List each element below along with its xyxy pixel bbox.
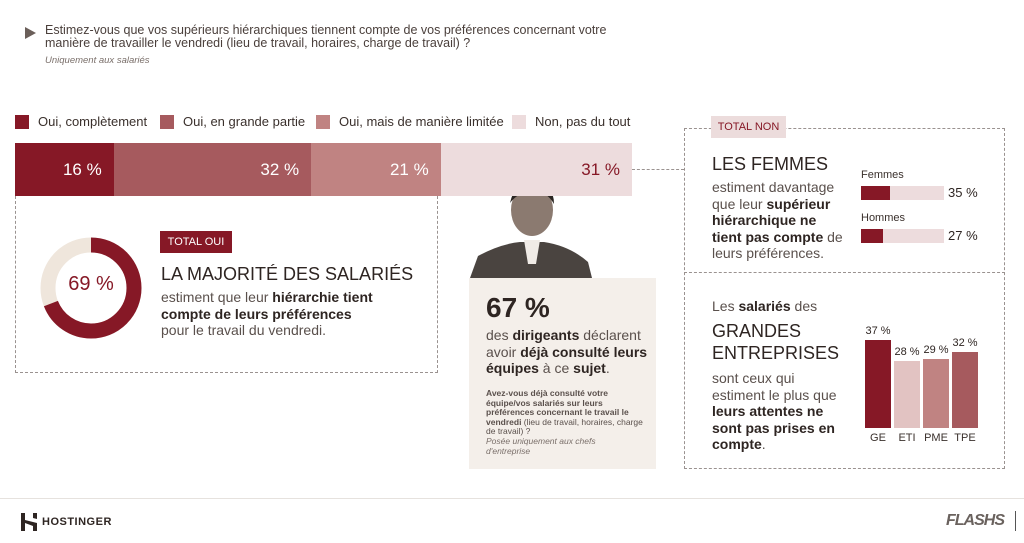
grandes-text: sont ceux qui estiment le plus que leurs…	[712, 370, 837, 452]
dirigeants-stat: 67 %	[486, 292, 550, 323]
size-category-label: GE	[870, 432, 886, 444]
gender-label: Femmes	[861, 169, 904, 181]
legend-label: Oui, complètement	[38, 114, 148, 129]
footer-brand: HOSTINGER	[42, 516, 112, 528]
stacked-segment: 16 %	[15, 143, 114, 196]
gender-label: Hommes	[861, 212, 906, 224]
legend-label: Non, pas du tout	[535, 114, 631, 129]
gender-bar-track	[861, 229, 944, 243]
size-value-label: 28 %	[894, 346, 920, 359]
grandes-heading: GRANDES ENTREPRISES	[712, 321, 840, 363]
hostinger-logo-icon	[21, 513, 37, 531]
total-non-heading: LES FEMMES	[712, 154, 829, 174]
question-text: Estimez-vous que vos supérieurs hiérarch…	[45, 23, 607, 50]
total-non-tag: TOTAL NON	[711, 116, 786, 138]
size-bar	[894, 361, 920, 428]
donut-value-arc	[40, 237, 142, 339]
size-value-label: 29 %	[923, 343, 949, 356]
size-category-label: TPE	[954, 432, 976, 444]
legend-item: Oui, en grande partie	[160, 114, 305, 129]
size-bar	[865, 339, 891, 428]
donut-label: 69 %	[68, 273, 114, 295]
stacked-segment: 31 %	[440, 143, 632, 196]
total-non-box	[684, 128, 1005, 469]
size-bar	[952, 351, 978, 428]
footer-divider	[0, 498, 1024, 499]
legend-swatch	[316, 114, 330, 129]
total-non-text: estiment davantage que leur supérieur hi…	[712, 179, 843, 261]
donut-chart	[40, 237, 142, 339]
total-oui-heading: LA MAJORITÉ DES SALARIÉS	[161, 264, 414, 284]
play-triangle-icon	[25, 27, 36, 39]
legend-swatch	[512, 114, 526, 129]
legend-swatch	[160, 114, 174, 129]
size-value-label: 37 %	[865, 324, 891, 337]
stacked-segment: 32 %	[113, 143, 312, 196]
legend-item: Oui, complètement	[15, 114, 147, 129]
legend-label: Oui, mais de manière limitée	[339, 114, 504, 129]
flashs-logo: FLASHS	[946, 512, 1005, 529]
dirigeants-note: Posée uniquement aux chefs d'entreprise	[486, 436, 596, 456]
legend-label: Oui, en grande partie	[183, 114, 306, 129]
grandes-intro: Les salariés des	[712, 298, 818, 314]
legend-item: Oui, mais de manière limitée	[316, 114, 504, 129]
size-value-label: 32 %	[952, 336, 978, 349]
total-oui-tag: TOTAL OUI	[160, 231, 232, 253]
dirigeants-text: des dirigeants déclarent avoir déjà cons…	[486, 327, 648, 376]
size-category-label: ETI	[898, 432, 916, 444]
dirigeants-question: Avez-vous déjà consulté votre équipe/vos…	[486, 388, 643, 436]
footer-separator	[1015, 511, 1016, 531]
gender-value: 27 %	[948, 228, 978, 243]
size-bar	[923, 358, 949, 428]
legend-swatch	[15, 114, 29, 129]
total-oui-box	[15, 196, 438, 373]
legend-item: Non, pas du tout	[512, 114, 630, 129]
connector-line	[632, 169, 684, 170]
stacked-segment: 21 %	[311, 143, 441, 196]
gender-bar-fill	[861, 229, 884, 243]
total-oui-text: estiment que leur hiérarchie tient compt…	[161, 289, 373, 338]
question-note: Uniquement aux salariés	[45, 55, 150, 66]
dirigeants-box: 67 % des dirigeants déclarent avoir déjà…	[469, 278, 656, 469]
executive-photo	[470, 181, 592, 278]
gender-value: 35 %	[948, 185, 978, 200]
divider	[684, 272, 1005, 273]
gender-bar-fill	[861, 186, 891, 200]
gender-bar-track	[861, 186, 944, 200]
size-category-label: PME	[924, 432, 948, 444]
